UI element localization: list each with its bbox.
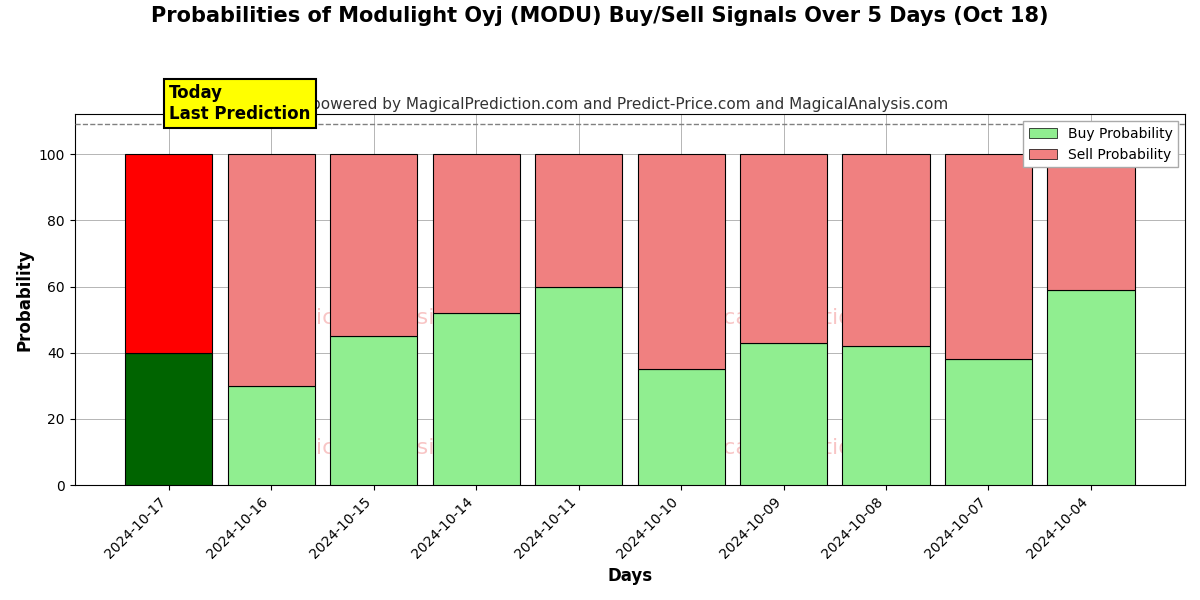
Text: Today
Last Prediction: Today Last Prediction xyxy=(169,84,311,123)
Bar xyxy=(228,386,314,485)
Text: MagicalAnalysis.com: MagicalAnalysis.com xyxy=(270,438,502,458)
Bar xyxy=(330,336,418,485)
Y-axis label: Probability: Probability xyxy=(16,248,34,351)
Bar xyxy=(330,154,418,336)
Text: MagicalAnalysis.com: MagicalAnalysis.com xyxy=(270,308,502,328)
Bar xyxy=(535,287,622,485)
Text: MagicalPrediction.com: MagicalPrediction.com xyxy=(671,438,922,458)
Bar xyxy=(842,154,930,346)
Bar xyxy=(740,154,827,343)
Title: powered by MagicalPrediction.com and Predict-Price.com and MagicalAnalysis.com: powered by MagicalPrediction.com and Pre… xyxy=(311,97,948,112)
X-axis label: Days: Days xyxy=(607,567,653,585)
Text: Probabilities of Modulight Oyj (MODU) Buy/Sell Signals Over 5 Days (Oct 18): Probabilities of Modulight Oyj (MODU) Bu… xyxy=(151,6,1049,26)
Bar xyxy=(637,154,725,370)
Bar xyxy=(125,353,212,485)
Legend: Buy Probability, Sell Probability: Buy Probability, Sell Probability xyxy=(1024,121,1178,167)
Bar xyxy=(535,154,622,287)
Bar xyxy=(637,370,725,485)
Bar xyxy=(740,343,827,485)
Bar xyxy=(944,359,1032,485)
Bar xyxy=(1048,290,1134,485)
Bar xyxy=(432,313,520,485)
Text: MagicalPrediction.com: MagicalPrediction.com xyxy=(671,308,922,328)
Bar xyxy=(228,154,314,386)
Bar xyxy=(125,154,212,353)
Bar xyxy=(1048,154,1134,290)
Bar xyxy=(944,154,1032,359)
Bar xyxy=(842,346,930,485)
Bar xyxy=(432,154,520,313)
